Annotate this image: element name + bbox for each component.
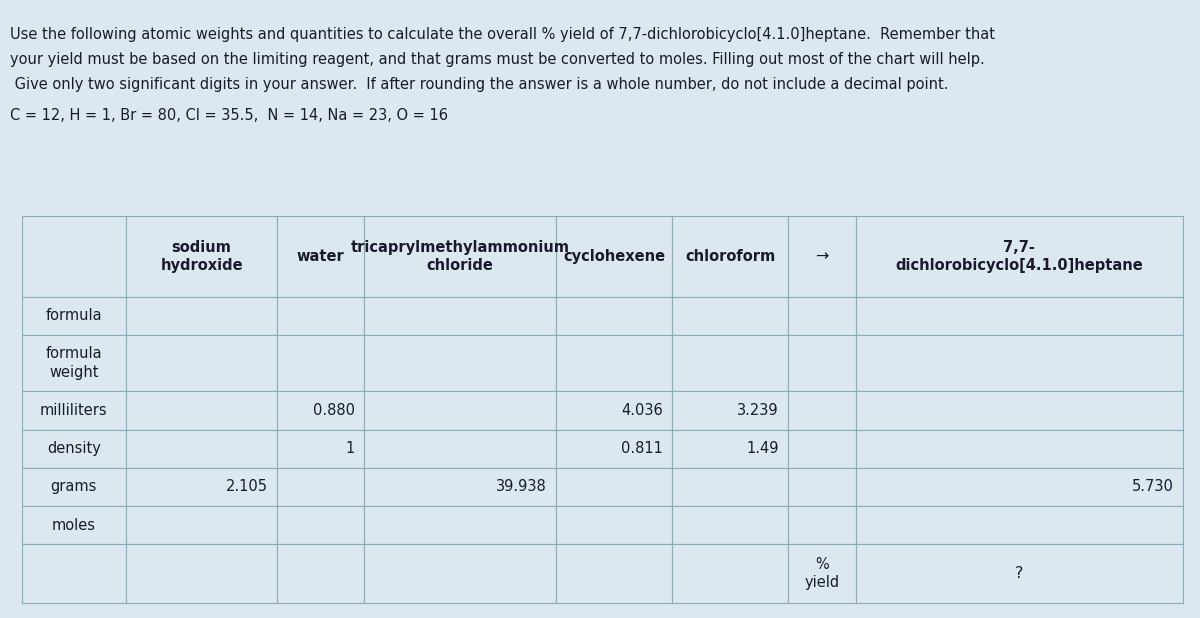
Bar	[365, 391, 556, 430]
Text: moles: moles	[52, 518, 96, 533]
Text: formula
weight: formula weight	[46, 346, 102, 380]
Bar	[788, 544, 856, 603]
Bar	[277, 544, 365, 603]
Bar	[365, 468, 556, 506]
Bar	[672, 216, 788, 297]
Text: tricaprylmethylammonium
chloride: tricaprylmethylammonium chloride	[350, 240, 570, 273]
Bar	[126, 335, 277, 391]
Bar	[22, 544, 126, 603]
Bar	[277, 468, 365, 506]
Text: cyclohexene: cyclohexene	[563, 249, 665, 264]
Bar	[672, 468, 788, 506]
Text: 4.036: 4.036	[622, 403, 662, 418]
Text: 2.105: 2.105	[226, 480, 268, 494]
Text: formula: formula	[46, 308, 102, 323]
Bar	[365, 216, 556, 297]
Bar	[126, 430, 277, 468]
Bar	[788, 297, 856, 335]
Text: C = 12, H = 1, Br = 80, Cl = 35.5,  N = 14, Na = 23, O = 16: C = 12, H = 1, Br = 80, Cl = 35.5, N = 1…	[10, 108, 448, 122]
Text: 7,7-
dichlorobicyclo[4.1.0]heptane: 7,7- dichlorobicyclo[4.1.0]heptane	[895, 240, 1144, 273]
Text: 0.880: 0.880	[313, 403, 355, 418]
Bar	[126, 544, 277, 603]
Bar	[556, 544, 672, 603]
Bar	[672, 430, 788, 468]
Bar	[365, 544, 556, 603]
Bar	[365, 430, 556, 468]
Bar	[277, 335, 365, 391]
Bar	[277, 430, 365, 468]
Bar	[672, 391, 788, 430]
Bar	[126, 468, 277, 506]
Text: milliliters: milliliters	[40, 403, 108, 418]
Text: 0.811: 0.811	[620, 441, 662, 456]
Bar	[856, 506, 1183, 544]
Text: 39.938: 39.938	[496, 480, 547, 494]
Bar	[856, 391, 1183, 430]
Text: 5.730: 5.730	[1132, 480, 1174, 494]
Bar	[788, 391, 856, 430]
Text: Give only two significant digits in your answer.  If after rounding the answer i: Give only two significant digits in your…	[10, 77, 948, 91]
Text: Use the following atomic weights and quantities to calculate the overall % yield: Use the following atomic weights and qua…	[10, 27, 995, 42]
Bar	[556, 468, 672, 506]
Bar	[126, 297, 277, 335]
Text: chloroform: chloroform	[685, 249, 775, 264]
Bar	[126, 506, 277, 544]
Bar	[788, 430, 856, 468]
Bar	[126, 391, 277, 430]
Text: water: water	[296, 249, 344, 264]
Bar	[788, 335, 856, 391]
Text: density: density	[47, 441, 101, 456]
Bar	[277, 297, 365, 335]
Bar	[672, 297, 788, 335]
Bar	[556, 430, 672, 468]
Text: 3.239: 3.239	[737, 403, 779, 418]
Bar	[672, 506, 788, 544]
Bar	[22, 468, 126, 506]
Bar	[22, 297, 126, 335]
Bar	[856, 335, 1183, 391]
Bar	[672, 335, 788, 391]
Bar	[22, 335, 126, 391]
Text: sodium
hydroxide: sodium hydroxide	[161, 240, 242, 273]
Bar	[277, 506, 365, 544]
Bar	[788, 506, 856, 544]
Text: your yield must be based on the limiting reagent, and that grams must be convert: your yield must be based on the limiting…	[10, 52, 984, 67]
Bar	[856, 544, 1183, 603]
Text: →: →	[815, 249, 829, 264]
Bar	[126, 216, 277, 297]
Bar	[22, 430, 126, 468]
Text: %
yield: % yield	[804, 557, 840, 590]
Bar	[556, 391, 672, 430]
Bar	[22, 216, 126, 297]
Bar	[556, 297, 672, 335]
Bar	[856, 468, 1183, 506]
Bar	[556, 216, 672, 297]
Text: 1: 1	[346, 441, 355, 456]
Bar	[856, 216, 1183, 297]
Bar	[556, 506, 672, 544]
Bar	[22, 506, 126, 544]
Text: ?: ?	[1015, 566, 1024, 581]
Bar	[672, 544, 788, 603]
Bar	[788, 468, 856, 506]
Bar	[22, 391, 126, 430]
Bar	[277, 391, 365, 430]
Bar	[788, 216, 856, 297]
Text: grams: grams	[50, 480, 97, 494]
Bar	[556, 335, 672, 391]
Bar	[365, 297, 556, 335]
Bar	[856, 430, 1183, 468]
Bar	[365, 335, 556, 391]
Bar	[365, 506, 556, 544]
Bar	[277, 216, 365, 297]
Bar	[856, 297, 1183, 335]
Text: 1.49: 1.49	[746, 441, 779, 456]
